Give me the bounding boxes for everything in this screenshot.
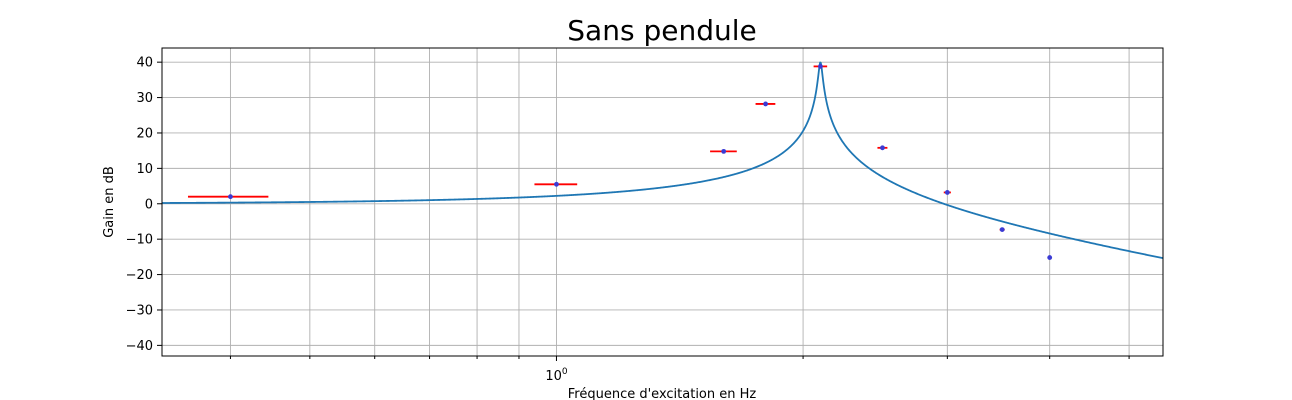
measurement-points-layer [187,64,1053,260]
data-point [763,101,768,107]
data-point [944,190,950,195]
y-tick-label: −40 [126,339,153,354]
y-tick-label: 0 [145,197,153,212]
model-curve-layer [161,61,1164,260]
plot-frame [161,47,1164,357]
y-tick-label: 20 [136,126,153,141]
x-tick-label: 100 [545,367,568,384]
data-point [818,64,823,69]
data-point [880,145,885,151]
data-point [1047,255,1053,260]
y-tick-label: −30 [126,303,153,318]
y-tick-label: 30 [136,91,153,106]
y-tick-label: −10 [126,233,153,248]
x-axis-label: Fréquence d'excitation en Hz [568,387,757,400]
y-axis-label: Gain en dB [102,166,117,238]
y-tick-label: 10 [136,162,153,177]
data-point [999,227,1005,233]
model-curve-line [161,61,1164,260]
data-point [721,148,727,154]
data-point [228,194,233,200]
y-tick-label: −20 [126,268,153,283]
data-point [554,181,559,187]
grid [162,48,1163,356]
y-tick-label: 40 [136,56,153,71]
chart-title: Sans pendule [567,14,756,47]
